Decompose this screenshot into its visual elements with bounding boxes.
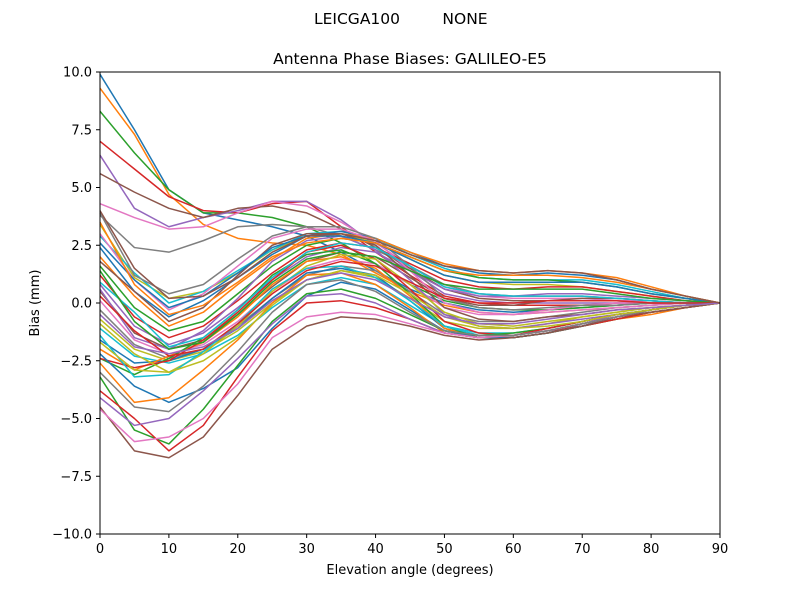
series-line-44 (99, 260, 720, 357)
x-tick-label: 20 (230, 542, 247, 557)
y-tick-label: −5.0 (60, 412, 92, 427)
series-layer (99, 73, 721, 459)
series-line-12 (99, 232, 721, 327)
suptitle-right: NONE (442, 10, 487, 28)
series-line-24 (99, 244, 721, 369)
series-line-38 (99, 279, 721, 413)
y-tick-label: 7.5 (71, 123, 92, 138)
series-line-46 (99, 210, 721, 304)
y-tick-label: 10.0 (63, 66, 92, 81)
x-tick-label: 60 (505, 542, 522, 557)
x-tick-label: 10 (161, 542, 178, 557)
series-line-45 (99, 272, 721, 355)
series-line-39 (99, 269, 721, 374)
x-axis-label: Elevation angle (degrees) (326, 563, 493, 578)
x-tick-label: 30 (298, 542, 315, 557)
y-tick-label: 0.0 (71, 297, 92, 312)
x-tick-label: 50 (436, 542, 453, 557)
x-axis: 0 10 20 30 40 50 60 70 80 90 (96, 534, 728, 557)
series-line-40 (99, 242, 720, 348)
series-line-14 (99, 242, 721, 339)
x-tick-label: 70 (574, 542, 591, 557)
y-tick-label: 2.5 (71, 239, 92, 254)
x-tick-label: 0 (96, 542, 104, 557)
x-tick-label: 90 (712, 542, 729, 557)
chart-title: Antenna Phase Biases: GALILEO-E5 (273, 50, 547, 68)
y-tick-label: −7.5 (60, 470, 92, 485)
y-axis: −10.0 −7.5 −5.0 −2.5 0.0 2.5 5.0 7.5 10.0 (52, 66, 100, 543)
y-tick-label: 5.0 (71, 181, 92, 196)
series-line-42 (99, 221, 721, 316)
y-tick-label: −2.5 (60, 354, 92, 369)
series-line-43 (99, 251, 721, 350)
x-tick-label: 40 (367, 542, 384, 557)
y-axis-label: Bias (mm) (28, 270, 43, 337)
x-tick-label: 80 (643, 542, 660, 557)
series-line-29 (99, 253, 721, 374)
suptitle-left: LEICGA100 (314, 10, 400, 28)
y-tick-label: −10.0 (52, 528, 92, 543)
